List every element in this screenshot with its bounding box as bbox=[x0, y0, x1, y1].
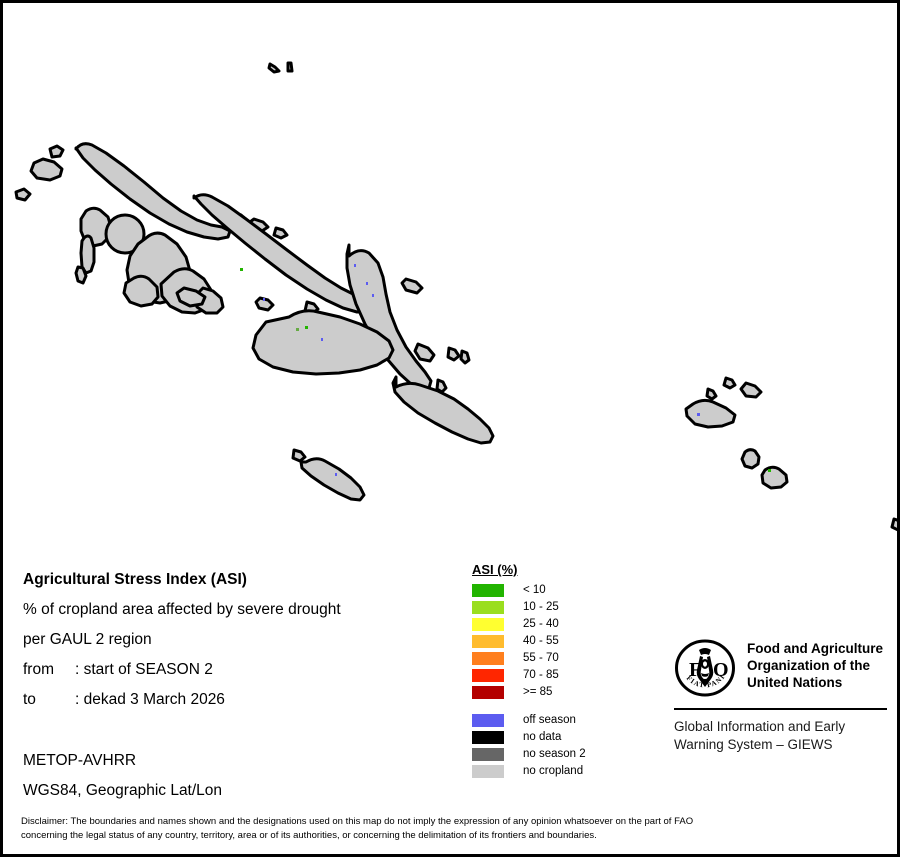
disclaimer-line-2: concerning the legal status of any count… bbox=[21, 829, 597, 841]
legend-swatch-10-25 bbox=[472, 601, 504, 614]
legend-swatch-40-55 bbox=[472, 635, 504, 648]
legend-label-40-55: 40 - 55 bbox=[523, 635, 559, 647]
caption-to-value: : dekad 3 March 2026 bbox=[75, 691, 225, 708]
landmass-group bbox=[14, 61, 897, 532]
legend-label-55-70: 55 - 70 bbox=[523, 652, 559, 664]
island-ontong-java-b bbox=[286, 61, 294, 73]
legend-swatch-no-data bbox=[472, 731, 504, 744]
islet-tikopia bbox=[890, 517, 897, 532]
legend-row[interactable]: no season 2 bbox=[472, 746, 652, 763]
legend-row[interactable]: 40 - 55 bbox=[472, 633, 652, 650]
legend-row[interactable]: < 10 bbox=[472, 582, 652, 599]
islet-vanikoro bbox=[760, 465, 789, 490]
legend-swatch-55-70 bbox=[472, 652, 504, 665]
legend-swatch-lt10 bbox=[472, 584, 504, 597]
sensor-block: METOP-AVHRR WGS84, Geographic Lat/Lon bbox=[23, 746, 443, 806]
legend-label-off-season: off season bbox=[523, 714, 576, 726]
island-ontong-java-a bbox=[267, 62, 281, 74]
fao-name-line-2: Organization of the bbox=[747, 658, 870, 673]
legend-row[interactable]: 55 - 70 bbox=[472, 650, 652, 667]
legend-label-lt10: < 10 bbox=[523, 584, 546, 596]
fao-header: F O FIAT PANIS bbox=[674, 637, 889, 699]
sensor-label: METOP-AVHRR bbox=[23, 752, 137, 769]
island-kolombangara bbox=[104, 213, 146, 255]
legend-row[interactable]: 25 - 40 bbox=[472, 616, 652, 633]
islet-reef-islands-b bbox=[722, 376, 737, 390]
fao-name-line-3: United Nations bbox=[747, 675, 843, 690]
island-small-malaita bbox=[413, 342, 436, 363]
islet-reef-islands bbox=[739, 381, 763, 399]
legend-label-25-40: 25 - 40 bbox=[523, 618, 559, 630]
caption-line-2: per GAUL 2 region bbox=[23, 631, 152, 648]
legend-title: ASI (%) bbox=[472, 562, 518, 577]
legend-swatch-no-cropland bbox=[472, 765, 504, 778]
legend-swatch-25-40 bbox=[472, 618, 504, 631]
legend-swatch-gte85 bbox=[472, 686, 504, 699]
legend-swatch-off-season bbox=[472, 714, 504, 727]
caption-from-key: from bbox=[23, 661, 54, 678]
cropland-pixel-specks bbox=[240, 264, 771, 476]
legend-label-no-data: no data bbox=[523, 731, 562, 743]
island-santa-cruz-nendo bbox=[684, 398, 737, 429]
legend-swatch-70-85 bbox=[472, 669, 504, 682]
legend-row[interactable]: no cropland bbox=[472, 763, 652, 780]
islet-mborokua bbox=[254, 296, 275, 312]
islet-reef-islands-c bbox=[705, 387, 718, 401]
caption-heading: Agricultural Stress Index (ASI) bbox=[23, 571, 247, 588]
caption-line-1: % of cropland area affected by severe dr… bbox=[23, 601, 341, 618]
island-russell bbox=[175, 286, 207, 308]
fao-block: F O FIAT PANIS bbox=[674, 637, 889, 754]
legend-row[interactable]: >= 85 bbox=[472, 684, 652, 701]
legend-row[interactable]: no data bbox=[472, 729, 652, 746]
giews-block: Global Information and Early Warning Sys… bbox=[674, 718, 889, 754]
caption-from-row: from : start of SEASON 2 bbox=[23, 655, 443, 685]
giews-line-2: Warning System – GIEWS bbox=[674, 737, 833, 752]
caption-from-value: : start of SEASON 2 bbox=[75, 661, 213, 678]
legend-row[interactable]: 10 - 25 bbox=[472, 599, 652, 616]
giews-line-1: Global Information and Early bbox=[674, 719, 846, 734]
island-santa-isabel bbox=[192, 193, 374, 314]
caption-block: Agricultural Stress Index (ASI) % of cro… bbox=[23, 565, 443, 715]
legend-row[interactable]: 70 - 85 bbox=[472, 667, 652, 684]
legend-spacer bbox=[472, 701, 652, 712]
island-guadalcanal bbox=[251, 309, 395, 376]
fao-name-line-1: Food and Agriculture bbox=[747, 641, 883, 656]
legend-label-gte85: >= 85 bbox=[523, 686, 553, 698]
island-choiseul bbox=[74, 142, 232, 241]
islet-choiseul-se-c bbox=[272, 226, 289, 240]
islet-three-sisters bbox=[459, 349, 471, 365]
island-fauro bbox=[14, 187, 32, 202]
caption-to-key: to bbox=[23, 691, 36, 708]
islet-utupua bbox=[740, 448, 761, 470]
map-canvas[interactable] bbox=[6, 6, 897, 546]
legend-swatch-no-season-2 bbox=[472, 748, 504, 761]
island-simbo bbox=[74, 265, 88, 285]
legend-label-no-season-2: no season 2 bbox=[523, 748, 586, 760]
disclaimer: Disclaimer: The boundaries and names sho… bbox=[21, 815, 876, 842]
fao-logo-icon: F O FIAT PANIS bbox=[674, 637, 736, 699]
island-makira bbox=[391, 375, 495, 445]
map-svg bbox=[6, 6, 897, 546]
island-rendova bbox=[122, 274, 160, 308]
island-mono bbox=[48, 144, 65, 159]
projection-label: WGS84, Geographic Lat/Lon bbox=[23, 782, 223, 799]
legend-label-70-85: 70 - 85 bbox=[523, 669, 559, 681]
legend: ASI (%) < 10 10 - 25 25 - 40 40 - 55 55 … bbox=[472, 561, 652, 780]
legend-label-no-cropland: no cropland bbox=[523, 765, 584, 777]
islet-isabel-tail bbox=[400, 277, 424, 295]
fao-name: Food and Agriculture Organization of the… bbox=[747, 637, 883, 691]
fao-divider bbox=[674, 708, 887, 710]
caption-to-row: to : dekad 3 March 2026 bbox=[23, 685, 443, 715]
legend-label-10-25: 10 - 25 bbox=[523, 601, 559, 613]
svg-text:O: O bbox=[713, 659, 729, 681]
legend-row[interactable]: off season bbox=[472, 712, 652, 729]
islet-owaraha bbox=[435, 378, 448, 394]
islet-ulawa bbox=[446, 346, 461, 362]
island-malaita bbox=[345, 243, 433, 391]
disclaimer-line-1: Disclaimer: The boundaries and names sho… bbox=[21, 816, 694, 827]
island-bellona bbox=[291, 448, 307, 463]
island-rennell bbox=[299, 457, 366, 502]
island-shortlands bbox=[29, 157, 64, 182]
